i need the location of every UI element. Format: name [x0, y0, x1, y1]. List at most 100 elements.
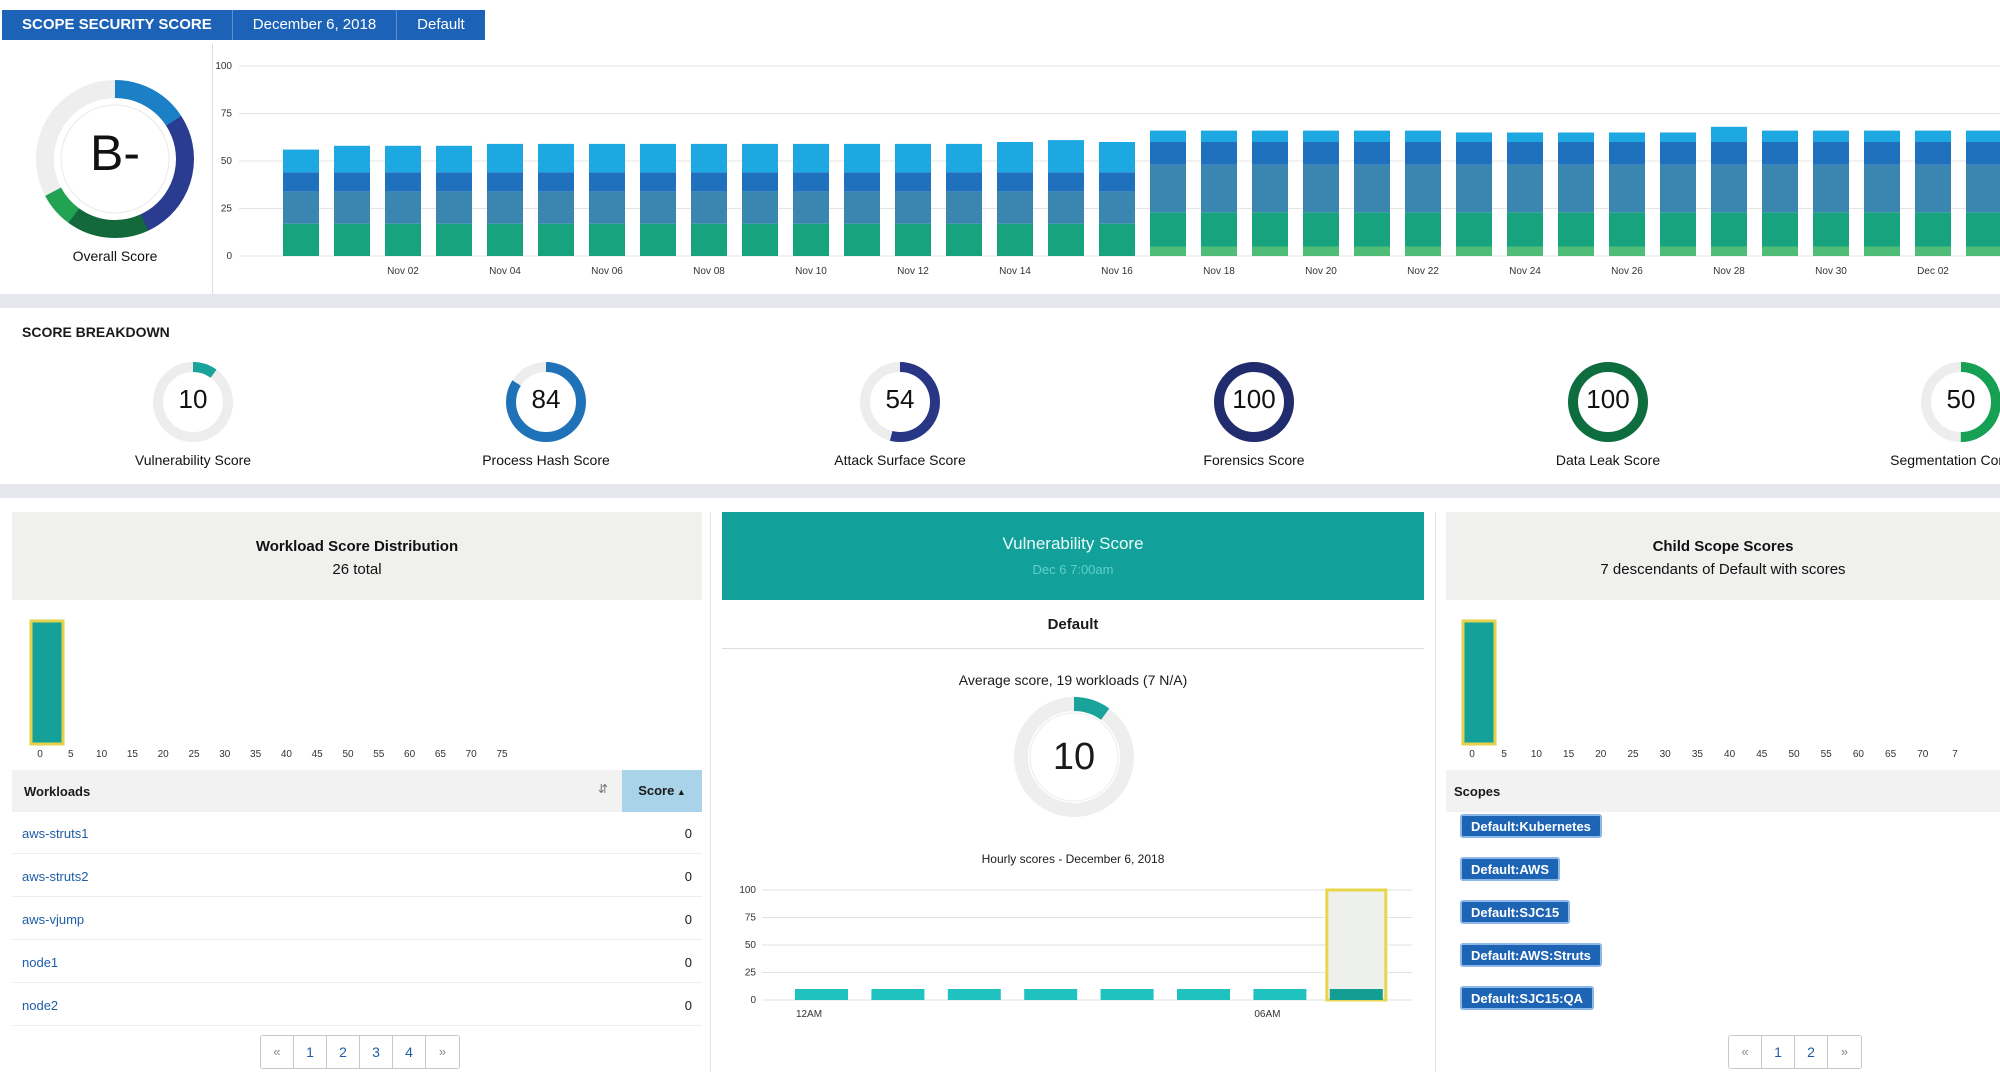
history-bar-segment[interactable]: [742, 143, 778, 173]
history-bar-segment[interactable]: [946, 172, 982, 192]
breakdown-gauge[interactable]: 100: [1566, 360, 1650, 449]
history-bar-segment[interactable]: [1507, 132, 1543, 143]
history-bar-segment[interactable]: [1303, 212, 1339, 247]
history-bar-segment[interactable]: [1456, 246, 1492, 257]
history-bar-segment[interactable]: [793, 172, 829, 192]
history-bar-segment[interactable]: [487, 172, 523, 192]
history-bar-segment[interactable]: [487, 223, 523, 256]
history-bar-segment[interactable]: [1660, 132, 1696, 143]
workload-link[interactable]: aws-vjump: [22, 912, 85, 927]
history-bar-segment[interactable]: [895, 143, 931, 173]
history-bar-segment[interactable]: [1609, 164, 1645, 213]
history-bar-segment[interactable]: [487, 191, 523, 224]
history-bar-segment[interactable]: [895, 172, 931, 192]
history-bar-segment[interactable]: [793, 223, 829, 256]
history-bar-segment[interactable]: [1252, 212, 1288, 247]
history-bar-segment[interactable]: [1813, 246, 1849, 257]
history-bar-segment[interactable]: [1303, 142, 1339, 165]
pager-prev[interactable]: «: [1729, 1036, 1762, 1068]
history-bar-segment[interactable]: [1252, 130, 1288, 142]
header-scope[interactable]: Default: [417, 16, 465, 33]
history-bar-segment[interactable]: [1354, 130, 1390, 142]
history-bar-segment[interactable]: [1660, 142, 1696, 165]
history-bar-segment[interactable]: [1711, 126, 1747, 142]
col-scopes[interactable]: Scopes: [1454, 784, 1501, 799]
history-bar-segment[interactable]: [1813, 212, 1849, 247]
hourly-bar[interactable]: [1253, 989, 1307, 1000]
history-bar-segment[interactable]: [895, 191, 931, 224]
history-bar-segment[interactable]: [385, 191, 421, 224]
history-bar-segment[interactable]: [640, 223, 676, 256]
history-bar-segment[interactable]: [334, 191, 370, 224]
history-bar-segment[interactable]: [487, 143, 523, 173]
history-bar-segment[interactable]: [844, 191, 880, 224]
history-bar-segment[interactable]: [1252, 164, 1288, 213]
history-bar-segment[interactable]: [283, 149, 319, 173]
workload-link[interactable]: node1: [22, 955, 59, 970]
history-bar-segment[interactable]: [742, 191, 778, 224]
pager-prev[interactable]: «: [261, 1036, 294, 1068]
history-bar-segment[interactable]: [1099, 223, 1135, 256]
history-bar-segment[interactable]: [1966, 164, 2000, 213]
history-bar-segment[interactable]: [538, 143, 574, 173]
history-bar-segment[interactable]: [1201, 164, 1237, 213]
breakdown-gauge[interactable]: 100: [1212, 360, 1296, 449]
history-bar-segment[interactable]: [1507, 246, 1543, 257]
history-bar-segment[interactable]: [1762, 164, 1798, 213]
history-bar-segment[interactable]: [334, 172, 370, 192]
history-bar-segment[interactable]: [1864, 130, 1900, 142]
history-bar-segment[interactable]: [1711, 142, 1747, 165]
pager-page[interactable]: 2: [1795, 1036, 1828, 1068]
history-bar-segment[interactable]: [1915, 246, 1951, 257]
history-bar-segment[interactable]: [1711, 164, 1747, 213]
history-bar-segment[interactable]: [436, 172, 472, 192]
history-bar-segment[interactable]: [1966, 212, 2000, 247]
history-bar-segment[interactable]: [1150, 212, 1186, 247]
history-bar-segment[interactable]: [1099, 172, 1135, 192]
workload-link[interactable]: aws-struts1: [22, 826, 89, 841]
history-bar-segment[interactable]: [1558, 132, 1594, 143]
table-row[interactable]: aws-struts1 0: [12, 812, 702, 854]
history-bar-segment[interactable]: [589, 223, 625, 256]
history-bar-segment[interactable]: [1660, 212, 1696, 247]
hourly-bar[interactable]: [871, 989, 925, 1000]
history-bar-segment[interactable]: [1201, 130, 1237, 142]
pager-page[interactable]: 2: [327, 1036, 360, 1068]
history-bar-segment[interactable]: [385, 223, 421, 256]
history-bar-segment[interactable]: [1354, 164, 1390, 213]
history-bar-segment[interactable]: [1507, 212, 1543, 247]
history-bar-segment[interactable]: [1915, 212, 1951, 247]
history-bar-segment[interactable]: [1405, 142, 1441, 165]
history-bar-segment[interactable]: [1660, 164, 1696, 213]
history-bar-segment[interactable]: [1303, 130, 1339, 142]
table-row[interactable]: node2 0: [12, 984, 702, 1026]
col-score[interactable]: Score ▲: [622, 770, 702, 812]
history-bar-segment[interactable]: [1762, 142, 1798, 165]
history-bar-segment[interactable]: [997, 191, 1033, 224]
hourly-bar[interactable]: [1177, 989, 1230, 1000]
history-bar-segment[interactable]: [1150, 142, 1186, 165]
history-bar-segment[interactable]: [1201, 142, 1237, 165]
history-bar-segment[interactable]: [742, 223, 778, 256]
col-workloads[interactable]: Workloads: [24, 784, 91, 799]
header-date[interactable]: December 6, 2018: [233, 10, 398, 40]
history-bar-segment[interactable]: [844, 223, 880, 256]
history-bar-segment[interactable]: [436, 191, 472, 224]
history-bar-segment[interactable]: [1966, 142, 2000, 165]
history-bar-segment[interactable]: [1660, 246, 1696, 257]
scope-tag[interactable]: Default:AWS:Struts: [1460, 943, 1602, 967]
history-bar-segment[interactable]: [1813, 130, 1849, 142]
history-bar-segment[interactable]: [589, 172, 625, 192]
history-bar-segment[interactable]: [1915, 142, 1951, 165]
history-bar-segment[interactable]: [1201, 212, 1237, 247]
hourly-highlight[interactable]: [1325, 888, 1388, 1002]
history-bar-segment[interactable]: [1354, 142, 1390, 165]
history-bar-segment[interactable]: [1048, 191, 1084, 224]
history-bar-segment[interactable]: [589, 143, 625, 173]
history-bar-segment[interactable]: [1456, 164, 1492, 213]
history-bar-segment[interactable]: [283, 191, 319, 224]
history-bar-segment[interactable]: [793, 143, 829, 173]
history-bar-segment[interactable]: [385, 145, 421, 173]
history-bar-segment[interactable]: [1711, 246, 1747, 257]
scope-tag[interactable]: Default:AWS: [1460, 857, 1560, 881]
